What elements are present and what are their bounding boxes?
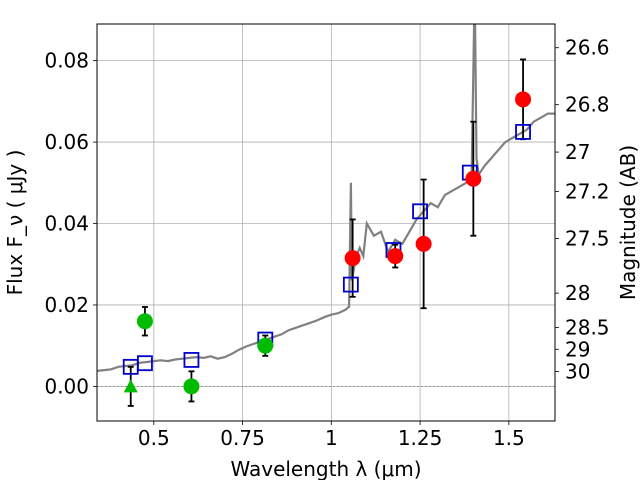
y2-tick-label-5: 28	[565, 281, 590, 305]
y2-tick-label-6: 28.5	[565, 316, 610, 340]
detection-point-4	[515, 91, 532, 108]
y2-tick-label-4: 27.5	[565, 227, 610, 251]
y-tick-label-4: 0.08	[44, 49, 89, 73]
y2-tick-label-0: 26.6	[565, 36, 610, 60]
plot-frame	[96, 23, 556, 422]
x-tick-label-2: 1	[325, 426, 338, 450]
low-sn-point-1	[183, 378, 200, 395]
y-axis-title: Flux F_ν ( μJy )	[3, 150, 27, 296]
detection-point-1	[387, 248, 404, 265]
y-tick-label-0: 0.00	[44, 374, 89, 398]
x-axis-title: Wavelength λ (μm)	[230, 457, 421, 480]
y2-tick-label-7: 29	[565, 337, 590, 361]
y2-tick-label-3: 27.2	[565, 180, 610, 204]
y-tick-label-1: 0.02	[44, 293, 89, 317]
y2-tick-label-1: 26.8	[565, 93, 610, 117]
x-tick-label-3: 1.25	[398, 426, 443, 450]
y2-tick-label-2: 27	[565, 140, 590, 164]
x-tick-label-0: 0.5	[138, 426, 170, 450]
model-photometry-square-6	[412, 203, 428, 220]
model-photometry-square-8	[515, 124, 531, 140]
x-tick-label-4: 1.5	[493, 426, 525, 450]
y2-tick-label-8: 30	[565, 360, 590, 384]
x-tick-label-1: 0.75	[220, 426, 265, 450]
low-sn-point-2	[257, 337, 274, 354]
upper-limit-triangle-0	[123, 379, 138, 393]
model-photometry-square-4	[342, 276, 359, 293]
model-photometry-square-2	[183, 352, 200, 368]
detection-point-3	[465, 170, 482, 187]
model-spectrum-line	[97, 24, 555, 372]
y-tick-label-3: 0.06	[44, 130, 89, 154]
detection-point-2	[415, 235, 432, 252]
model-photometry-square-1	[137, 355, 153, 372]
detection-point-0	[344, 250, 361, 267]
axes: 0.5 0.75 1 1.25 1.5 0.00 0.02 0.04 0.06 0.08 26.6 2…	[44, 36, 609, 450]
data-markers	[122, 91, 532, 395]
y2-axis-title: Magnitude (AB)	[616, 145, 640, 300]
y-tick-label-2: 0.04	[44, 212, 89, 236]
model-spectrum	[97, 24, 555, 372]
low-sn-point-0	[136, 313, 153, 330]
